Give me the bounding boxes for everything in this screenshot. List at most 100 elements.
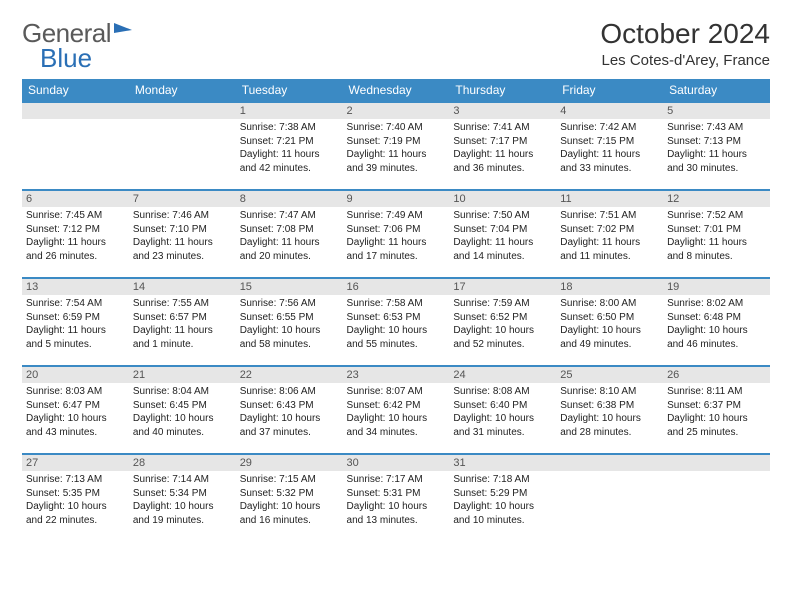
cell-body bbox=[22, 119, 129, 125]
sunrise-text: Sunrise: 7:58 AM bbox=[347, 297, 446, 311]
cell-body: Sunrise: 7:40 AMSunset: 7:19 PMDaylight:… bbox=[343, 119, 450, 179]
sunset-text: Sunset: 6:50 PM bbox=[560, 311, 659, 325]
sunset-text: Sunset: 6:52 PM bbox=[453, 311, 552, 325]
sunset-text: Sunset: 5:29 PM bbox=[453, 487, 552, 501]
sunset-text: Sunset: 6:43 PM bbox=[240, 399, 339, 413]
day-number: 27 bbox=[22, 455, 129, 471]
daylight-text: Daylight: 10 hours and 22 minutes. bbox=[26, 500, 125, 527]
calendar-week-row: 6Sunrise: 7:45 AMSunset: 7:12 PMDaylight… bbox=[22, 190, 770, 278]
sunrise-text: Sunrise: 8:08 AM bbox=[453, 385, 552, 399]
sunset-text: Sunset: 7:01 PM bbox=[667, 223, 766, 237]
daylight-text: Daylight: 11 hours and 23 minutes. bbox=[133, 236, 232, 263]
cell-body: Sunrise: 8:02 AMSunset: 6:48 PMDaylight:… bbox=[663, 295, 770, 355]
sunset-text: Sunset: 7:04 PM bbox=[453, 223, 552, 237]
daylight-text: Daylight: 11 hours and 1 minute. bbox=[133, 324, 232, 351]
calendar-cell: 23Sunrise: 8:07 AMSunset: 6:42 PMDayligh… bbox=[343, 366, 450, 454]
daylight-text: Daylight: 10 hours and 16 minutes. bbox=[240, 500, 339, 527]
calendar-cell: 3Sunrise: 7:41 AMSunset: 7:17 PMDaylight… bbox=[449, 102, 556, 190]
sunset-text: Sunset: 7:12 PM bbox=[26, 223, 125, 237]
calendar-week-row: 20Sunrise: 8:03 AMSunset: 6:47 PMDayligh… bbox=[22, 366, 770, 454]
day-number: 24 bbox=[449, 367, 556, 383]
sunrise-text: Sunrise: 8:02 AM bbox=[667, 297, 766, 311]
flag-icon bbox=[114, 23, 136, 41]
daylight-text: Daylight: 10 hours and 10 minutes. bbox=[453, 500, 552, 527]
col-tuesday: Tuesday bbox=[236, 79, 343, 102]
brand-part2: Blue bbox=[40, 43, 92, 74]
cell-body: Sunrise: 8:11 AMSunset: 6:37 PMDaylight:… bbox=[663, 383, 770, 443]
day-number: 20 bbox=[22, 367, 129, 383]
cell-body: Sunrise: 7:41 AMSunset: 7:17 PMDaylight:… bbox=[449, 119, 556, 179]
daylight-text: Daylight: 10 hours and 34 minutes. bbox=[347, 412, 446, 439]
sunset-text: Sunset: 7:13 PM bbox=[667, 135, 766, 149]
calendar-cell: 7Sunrise: 7:46 AMSunset: 7:10 PMDaylight… bbox=[129, 190, 236, 278]
calendar-cell: 18Sunrise: 8:00 AMSunset: 6:50 PMDayligh… bbox=[556, 278, 663, 366]
cell-body: Sunrise: 7:17 AMSunset: 5:31 PMDaylight:… bbox=[343, 471, 450, 531]
calendar-cell: 27Sunrise: 7:13 AMSunset: 5:35 PMDayligh… bbox=[22, 454, 129, 542]
header: General October 2024 Les Cotes-d'Arey, F… bbox=[22, 18, 770, 69]
sunrise-text: Sunrise: 7:54 AM bbox=[26, 297, 125, 311]
day-number: 5 bbox=[663, 103, 770, 119]
daylight-text: Daylight: 10 hours and 55 minutes. bbox=[347, 324, 446, 351]
calendar-cell: 19Sunrise: 8:02 AMSunset: 6:48 PMDayligh… bbox=[663, 278, 770, 366]
daylight-text: Daylight: 11 hours and 26 minutes. bbox=[26, 236, 125, 263]
daylight-text: Daylight: 11 hours and 36 minutes. bbox=[453, 148, 552, 175]
sunrise-text: Sunrise: 7:59 AM bbox=[453, 297, 552, 311]
title-block: October 2024 Les Cotes-d'Arey, France bbox=[600, 18, 770, 69]
cell-body: Sunrise: 8:06 AMSunset: 6:43 PMDaylight:… bbox=[236, 383, 343, 443]
sunrise-text: Sunrise: 8:07 AM bbox=[347, 385, 446, 399]
sunrise-text: Sunrise: 7:45 AM bbox=[26, 209, 125, 223]
cell-body: Sunrise: 7:38 AMSunset: 7:21 PMDaylight:… bbox=[236, 119, 343, 179]
daylight-text: Daylight: 10 hours and 13 minutes. bbox=[347, 500, 446, 527]
cell-body: Sunrise: 7:13 AMSunset: 5:35 PMDaylight:… bbox=[22, 471, 129, 531]
sunrise-text: Sunrise: 7:18 AM bbox=[453, 473, 552, 487]
sunset-text: Sunset: 6:45 PM bbox=[133, 399, 232, 413]
cell-body: Sunrise: 7:47 AMSunset: 7:08 PMDaylight:… bbox=[236, 207, 343, 267]
cell-body bbox=[129, 119, 236, 125]
sunrise-text: Sunrise: 7:38 AM bbox=[240, 121, 339, 135]
cell-body: Sunrise: 7:43 AMSunset: 7:13 PMDaylight:… bbox=[663, 119, 770, 179]
day-number: 31 bbox=[449, 455, 556, 471]
calendar-cell: 16Sunrise: 7:58 AMSunset: 6:53 PMDayligh… bbox=[343, 278, 450, 366]
day-number bbox=[22, 103, 129, 119]
sunrise-text: Sunrise: 8:11 AM bbox=[667, 385, 766, 399]
sunset-text: Sunset: 7:17 PM bbox=[453, 135, 552, 149]
cell-body: Sunrise: 7:45 AMSunset: 7:12 PMDaylight:… bbox=[22, 207, 129, 267]
day-number: 12 bbox=[663, 191, 770, 207]
sunset-text: Sunset: 6:42 PM bbox=[347, 399, 446, 413]
calendar-cell: 30Sunrise: 7:17 AMSunset: 5:31 PMDayligh… bbox=[343, 454, 450, 542]
day-number: 11 bbox=[556, 191, 663, 207]
sunset-text: Sunset: 7:21 PM bbox=[240, 135, 339, 149]
calendar-cell: 28Sunrise: 7:14 AMSunset: 5:34 PMDayligh… bbox=[129, 454, 236, 542]
cell-body: Sunrise: 8:00 AMSunset: 6:50 PMDaylight:… bbox=[556, 295, 663, 355]
col-saturday: Saturday bbox=[663, 79, 770, 102]
daylight-text: Daylight: 11 hours and 8 minutes. bbox=[667, 236, 766, 263]
day-number: 25 bbox=[556, 367, 663, 383]
cell-body: Sunrise: 8:08 AMSunset: 6:40 PMDaylight:… bbox=[449, 383, 556, 443]
day-number: 19 bbox=[663, 279, 770, 295]
sunrise-text: Sunrise: 7:49 AM bbox=[347, 209, 446, 223]
calendar-cell bbox=[556, 454, 663, 542]
calendar-cell: 1Sunrise: 7:38 AMSunset: 7:21 PMDaylight… bbox=[236, 102, 343, 190]
cell-body: Sunrise: 7:56 AMSunset: 6:55 PMDaylight:… bbox=[236, 295, 343, 355]
sunset-text: Sunset: 6:37 PM bbox=[667, 399, 766, 413]
cell-body: Sunrise: 7:51 AMSunset: 7:02 PMDaylight:… bbox=[556, 207, 663, 267]
weekday-header-row: Sunday Monday Tuesday Wednesday Thursday… bbox=[22, 79, 770, 102]
sunrise-text: Sunrise: 7:43 AM bbox=[667, 121, 766, 135]
sunset-text: Sunset: 5:34 PM bbox=[133, 487, 232, 501]
calendar-cell bbox=[22, 102, 129, 190]
calendar-table: Sunday Monday Tuesday Wednesday Thursday… bbox=[22, 79, 770, 542]
calendar-cell: 20Sunrise: 8:03 AMSunset: 6:47 PMDayligh… bbox=[22, 366, 129, 454]
sunrise-text: Sunrise: 8:06 AM bbox=[240, 385, 339, 399]
calendar-cell: 15Sunrise: 7:56 AMSunset: 6:55 PMDayligh… bbox=[236, 278, 343, 366]
sunrise-text: Sunrise: 7:41 AM bbox=[453, 121, 552, 135]
day-number: 9 bbox=[343, 191, 450, 207]
sunset-text: Sunset: 6:40 PM bbox=[453, 399, 552, 413]
sunrise-text: Sunrise: 7:47 AM bbox=[240, 209, 339, 223]
cell-body: Sunrise: 8:07 AMSunset: 6:42 PMDaylight:… bbox=[343, 383, 450, 443]
calendar-cell: 12Sunrise: 7:52 AMSunset: 7:01 PMDayligh… bbox=[663, 190, 770, 278]
calendar-cell bbox=[663, 454, 770, 542]
day-number bbox=[556, 455, 663, 471]
sunrise-text: Sunrise: 8:10 AM bbox=[560, 385, 659, 399]
day-number: 28 bbox=[129, 455, 236, 471]
daylight-text: Daylight: 11 hours and 11 minutes. bbox=[560, 236, 659, 263]
